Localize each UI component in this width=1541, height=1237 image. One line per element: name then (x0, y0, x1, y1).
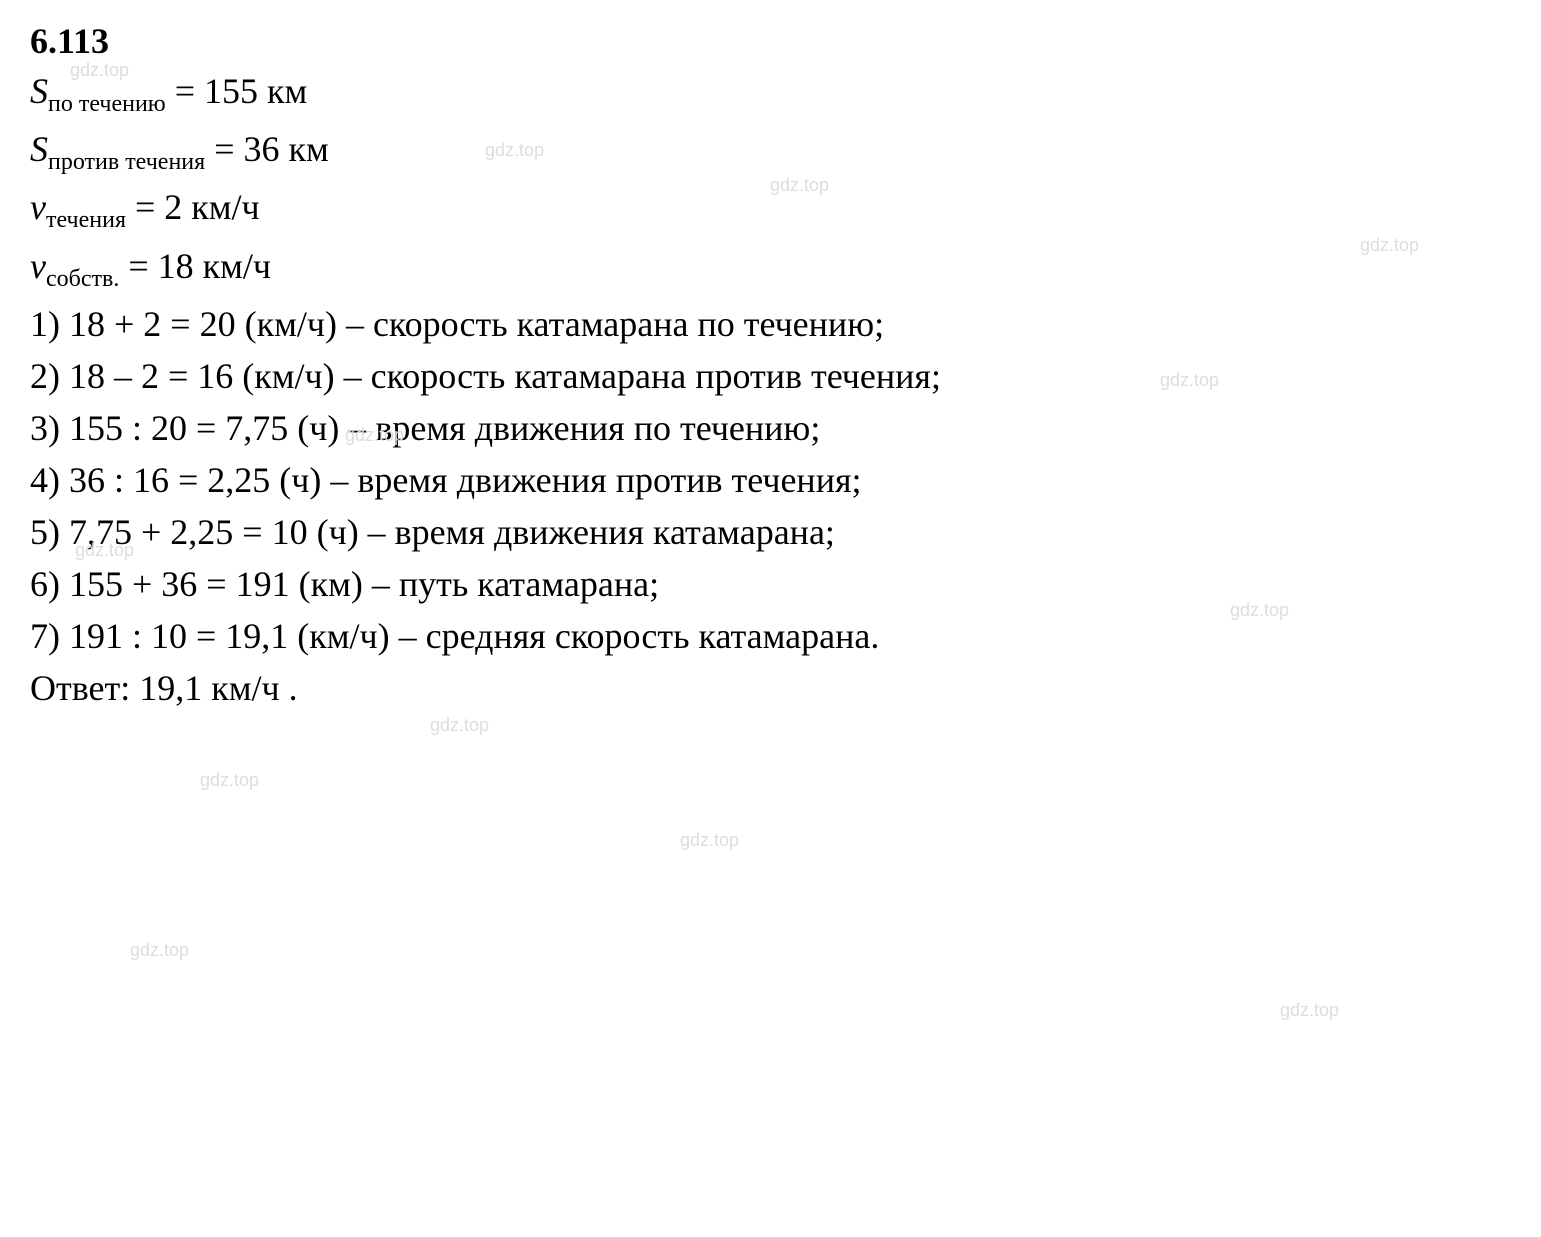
variable-letter: v (30, 187, 46, 227)
watermark-text: gdz.top (200, 770, 259, 791)
step-7: 7) 191 : 10 = 19,1 (км/ч) – средняя скор… (30, 615, 1511, 657)
value-unit: = 2 км/ч (135, 187, 260, 227)
subscript: собств. (46, 266, 119, 292)
step-5: 5) 7,75 + 2,25 = 10 (ч) – время движения… (30, 511, 1511, 553)
step-2: 2) 18 – 2 = 16 (км/ч) – скорость катамар… (30, 355, 1511, 397)
problem-number: 6.113 (30, 20, 1511, 62)
value-unit: = 18 км/ч (128, 246, 271, 286)
subscript: по течению (48, 91, 166, 117)
value-unit: = 155 км (175, 71, 308, 111)
value-unit: = 36 км (214, 129, 329, 169)
watermark-text: gdz.top (130, 940, 189, 961)
step-6: 6) 155 + 36 = 191 (км) – путь катамарана… (30, 563, 1511, 605)
step-1: 1) 18 + 2 = 20 (км/ч) – скорость катамар… (30, 303, 1511, 345)
given-v-own: vсобств. = 18 км/ч (30, 245, 1511, 293)
given-s-upstream: Sпротив течения = 36 км (30, 128, 1511, 176)
subscript: течения (46, 208, 126, 234)
step-3: 3) 155 : 20 = 7,75 (ч) – время движения … (30, 407, 1511, 449)
given-v-current: vтечения = 2 км/ч (30, 186, 1511, 234)
watermark-text: gdz.top (430, 715, 489, 736)
variable-letter: v (30, 246, 46, 286)
variable-letter: S (30, 71, 48, 111)
subscript: против течения (48, 149, 205, 175)
answer: Ответ: 19,1 км/ч . (30, 667, 1511, 709)
watermark-text: gdz.top (1280, 1000, 1339, 1021)
step-4: 4) 36 : 16 = 2,25 (ч) – время движения п… (30, 459, 1511, 501)
given-s-downstream: Sпо течению = 155 км (30, 70, 1511, 118)
watermark-text: gdz.top (680, 830, 739, 851)
variable-letter: S (30, 129, 48, 169)
